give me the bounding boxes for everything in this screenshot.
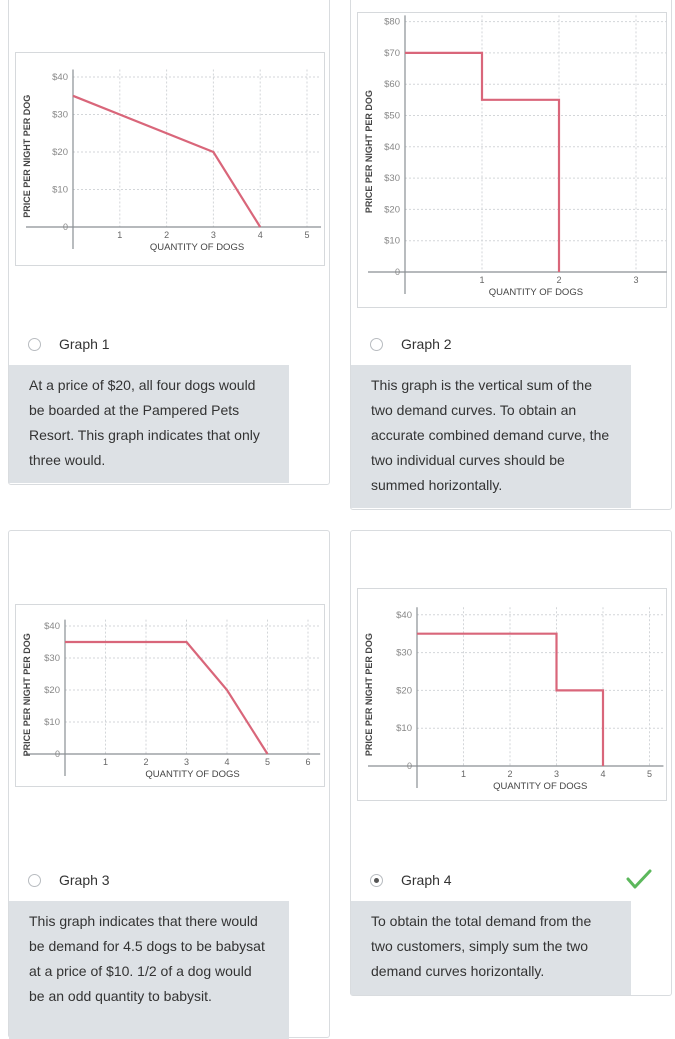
x-tick-label: 2 [507, 769, 512, 779]
y-tick-label: $70 [384, 48, 400, 59]
graph-1-svg: 1 2 3 4 5 $10 $20 $30 $40 0 QUANTITY OF DOGS PRICE … [22, 69, 322, 253]
x-tick-label: 5 [304, 230, 309, 240]
y-tick-label: $50 [384, 111, 400, 122]
graph-1-chart: 1 2 3 4 5 $10 $20 $30 $40 0 QUANTITY OF DOGS PRICE … [15, 52, 325, 266]
x-tick-label: 3 [554, 769, 559, 779]
x-tick-label: 4 [600, 769, 605, 779]
y-tick-label: $30 [52, 110, 68, 121]
y-axis-label: PRICE PER NIGHT PER DOG [364, 633, 374, 756]
x-axis-label: QUANTITY OF DOGS [145, 769, 239, 780]
x-tick-label: 5 [265, 757, 270, 767]
x-tick-label: 1 [461, 769, 466, 779]
graph-4-svg: 1 2 3 4 5 $10 $20 $30 $40 0 QUANTITY OF DOGS PRICE … [364, 607, 664, 792]
x-tick-label: 4 [258, 230, 263, 240]
x-tick-label: 2 [143, 757, 148, 767]
y-axis-label: PRICE PER NIGHT PER DOG [364, 90, 374, 213]
y-tick-label: $30 [384, 173, 400, 184]
answer-card-graph-2: 1 2 3 $10 $20 $30 $40 $50 $60 $70 $80 0 QUANTITY OF … [350, 0, 672, 510]
y-tick-label: $20 [44, 685, 60, 696]
graph-3-option[interactable]: Graph 3 [28, 872, 110, 888]
x-tick-label: 2 [556, 275, 561, 285]
y-tick-label: $10 [396, 723, 412, 734]
demand-curve [405, 51, 561, 272]
answer-card-graph-1: 1 2 3 4 5 $10 $20 $30 $40 0 QUANTITY OF DOGS PRICE … [8, 0, 330, 485]
answer-card-graph-3: 1 2 3 4 5 6 $10 $20 $30 $40 0 QUANTITY OF DOGS PRICE… [8, 530, 330, 1039]
x-tick-label: 2 [164, 230, 169, 240]
y-tick-label: $30 [396, 648, 412, 659]
x-tick-label: 3 [633, 275, 638, 285]
y-tick-label: $40 [52, 72, 68, 83]
origin-label: 0 [407, 761, 412, 771]
y-tick-label: $20 [384, 204, 400, 215]
graph-1-option[interactable]: Graph 1 [28, 336, 110, 352]
y-tick-label: $20 [52, 147, 68, 158]
graph-3-label: Graph 3 [59, 872, 110, 888]
graph-1-label: Graph 1 [59, 336, 110, 352]
x-tick-label: 3 [184, 757, 189, 767]
y-tick-label: $10 [52, 185, 68, 196]
x-tick-label: 5 [647, 769, 652, 779]
x-tick-label: 1 [479, 275, 484, 285]
origin-label: 0 [55, 749, 60, 759]
graph-2-chart: 1 2 3 $10 $20 $30 $40 $50 $60 $70 $80 0 QUANTITY OF … [357, 12, 667, 308]
y-tick-label: $20 [396, 685, 412, 696]
y-tick-label: $40 [384, 142, 400, 153]
graph-1-radio[interactable] [28, 337, 41, 351]
x-axis-label: QUANTITY OF DOGS [493, 781, 587, 792]
x-axis-label: QUANTITY OF DOGS [489, 287, 583, 298]
demand-curve [417, 632, 605, 766]
y-tick-label: $40 [44, 621, 60, 632]
check-icon [626, 869, 652, 889]
demand-curve [65, 640, 269, 755]
x-axis-label: QUANTITY OF DOGS [150, 242, 244, 253]
y-tick-label: $80 [384, 17, 400, 28]
demand-curve [72, 94, 262, 228]
graph-3-feedback: This graph indicates that there would be… [9, 901, 289, 1039]
graph-1-feedback: At a price of $20, all four dogs would b… [9, 365, 289, 483]
y-tick-label: $60 [384, 79, 400, 90]
graph-4-chart: 1 2 3 4 5 $10 $20 $30 $40 0 QUANTITY OF DOGS PRICE … [357, 588, 667, 801]
graph-4-label: Graph 4 [401, 872, 452, 888]
x-tick-label: 1 [117, 230, 122, 240]
graph-2-feedback: This graph is the vertical sum of the tw… [351, 365, 631, 508]
y-tick-label: $30 [44, 653, 60, 664]
graph-2-radio[interactable] [370, 337, 383, 351]
y-tick-label: $10 [384, 236, 400, 247]
graph-3-svg: 1 2 3 4 5 6 $10 $20 $30 $40 0 QUANTITY OF DOGS PRICE… [22, 619, 321, 780]
origin-label: 0 [395, 267, 400, 277]
graph-3-radio[interactable] [28, 873, 41, 887]
graph-2-svg: 1 2 3 $10 $20 $30 $40 $50 $60 $70 $80 0 QUANTITY OF … [364, 15, 667, 298]
answer-card-graph-4: 1 2 3 4 5 $10 $20 $30 $40 0 QUANTITY OF DOGS PRICE … [350, 530, 672, 996]
x-tick-label: 1 [103, 757, 108, 767]
y-axis-label: PRICE PER NIGHT PER DOG [22, 95, 32, 218]
x-tick-label: 6 [305, 757, 310, 767]
x-tick-label: 4 [224, 757, 229, 767]
graph-3-chart: 1 2 3 4 5 6 $10 $20 $30 $40 0 QUANTITY OF DOGS PRICE… [15, 604, 325, 787]
x-tick-label: 3 [211, 230, 216, 240]
y-tick-label: $40 [396, 610, 412, 621]
graph-4-option[interactable]: Graph 4 [370, 872, 452, 888]
graph-2-label: Graph 2 [401, 336, 452, 352]
y-tick-label: $10 [44, 717, 60, 728]
graph-4-radio[interactable] [370, 873, 383, 887]
graph-2-option[interactable]: Graph 2 [370, 336, 452, 352]
y-axis-label: PRICE PER NIGHT PER DOG [22, 633, 32, 756]
graph-4-feedback: To obtain the total demand from the two … [351, 901, 631, 995]
origin-label: 0 [63, 222, 68, 232]
